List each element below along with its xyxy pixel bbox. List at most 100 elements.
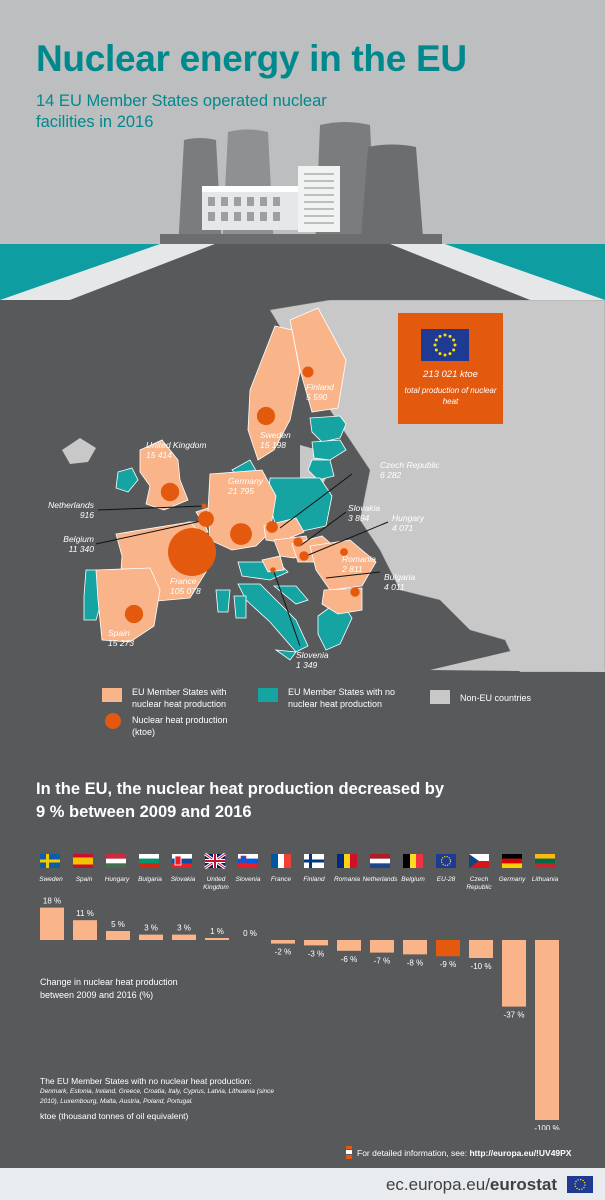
eu-star [448, 352, 452, 356]
data-label: 3 % [177, 924, 191, 933]
data-label: -7 % [374, 957, 390, 966]
info-text: For detailed information, see: http://eu… [357, 1148, 571, 1158]
production-circle-romania [340, 548, 348, 556]
flag-germany-icon [502, 854, 522, 868]
eu-star [453, 343, 457, 347]
country-flags [40, 852, 555, 870]
category-label: Bulgaria [138, 876, 162, 883]
data-label: -8 % [407, 958, 423, 967]
production-circle-france [168, 528, 216, 576]
flag-slovenia-icon [238, 854, 258, 868]
flag-sweden-icon [40, 854, 60, 868]
eu-total-description: total production of nuclear heat [404, 386, 497, 406]
eu-star [452, 348, 456, 352]
eu-total-value: 213 021 ktoe [423, 369, 478, 380]
category-label: Czech Republic [466, 876, 492, 891]
bar-chart: 18 % 11 % 5 % 3 % 3 % 1 % 0 % -2 % -3 % -6 % -7 % -… [40, 897, 560, 1130]
category-label: Spain [75, 876, 93, 883]
eu-star [443, 333, 447, 337]
category-label: EU-28 [436, 876, 456, 883]
category-label: United Kingdom [203, 876, 229, 891]
label-netherlands: Netherlands 916 [48, 500, 94, 520]
label-slovakia: Slovakia 3 894 [348, 503, 381, 523]
unit-note: ktoe (thousand tonnes of oil equivalent) [40, 1111, 189, 1121]
eu-star [452, 338, 456, 342]
footer-brand: eurostat [489, 1175, 557, 1194]
flag-hungary-icon [106, 854, 126, 868]
flag-lithuania-icon [535, 854, 555, 868]
category-label: Belgium [401, 876, 425, 883]
data-label: -2 % [275, 948, 291, 957]
section-title: In the EU, the nuclear heat production d… [36, 780, 445, 821]
info-icon [346, 1146, 352, 1159]
label-finland: Finland 5 590 [306, 382, 334, 402]
data-label: -100 % [534, 1124, 559, 1130]
production-circle-spain [124, 604, 144, 624]
flag-eu-28-icon [436, 854, 456, 868]
no-production-list: Denmark, Estonia, Ireland, Greece, Croat… [40, 1088, 274, 1105]
footer-domain: ec.europa.eu/ [385, 1175, 490, 1194]
footer: ec.europa.eu/eurostat [0, 1168, 605, 1200]
category-label: France [270, 876, 292, 883]
production-circle-slovenia [270, 567, 276, 573]
flag-netherlands-icon [370, 854, 390, 868]
category-label: Germany [498, 876, 526, 883]
info-prefix: For detailed information, see: [357, 1148, 468, 1158]
bar-spain [73, 920, 97, 940]
footer-brand-text: ec.europa.eu/eurostat [386, 1175, 557, 1195]
legend-circle: Nuclear heat production (ktoe) [132, 715, 228, 737]
eu-star [443, 353, 447, 357]
flag-czech-republic-icon [469, 854, 489, 868]
bar-bulgaria [139, 934, 163, 940]
label-slovenia: Slovenia 1 349 [296, 650, 329, 670]
data-label: -10 % [471, 962, 492, 971]
bar-czech-republic [469, 940, 493, 958]
info-link[interactable]: http://europa.eu/!UV49PX [469, 1148, 572, 1158]
category-label: Slovenia [235, 876, 261, 883]
production-circle-czech-republic [266, 521, 278, 533]
label-france: France 105 078 [170, 576, 201, 596]
bar-slovakia [172, 934, 196, 940]
eu-star [438, 352, 442, 356]
category-label: Lithuania [531, 876, 559, 883]
production-circle-bulgaria [350, 587, 360, 597]
map-section: Finland 5 590 Sweden 15 198 United Kingdom… [0, 300, 605, 672]
bar-lithuania [535, 940, 559, 1120]
data-label: -3 % [308, 949, 324, 958]
production-circle-slovakia [293, 537, 303, 547]
eu-total-box: 213 021 ktoe total production of nuclear… [398, 313, 503, 424]
bar-finland [304, 940, 328, 946]
page-title: Nuclear energy in the EU [36, 38, 467, 79]
bar-sweden [40, 907, 64, 940]
bar-belgium [403, 940, 427, 955]
flag-bulgaria-icon [139, 854, 159, 868]
header-banner: Nuclear energy in the EU 14 EU Member St… [0, 0, 605, 250]
chart-axis-label: Change in nuclear heat production betwee… [40, 977, 178, 1000]
data-label: 5 % [111, 920, 125, 929]
data-label: -6 % [341, 955, 357, 964]
data-label: -9 % [440, 960, 456, 969]
flag-belgium-icon [403, 854, 423, 868]
category-label: Netherlands [362, 876, 398, 883]
page-subtitle: 14 EU Member States operated nuclear fac… [36, 92, 327, 131]
europe-map [62, 300, 605, 672]
label-hungary: Hungary 4 071 [392, 513, 425, 533]
no-production-title: The EU Member States with no nuclear hea… [40, 1076, 252, 1086]
eu-star [433, 343, 437, 347]
data-label: 11 % [76, 909, 94, 918]
legend-non-eu: Non-EU countries [460, 693, 532, 703]
label-sweden: Sweden 15 198 [260, 430, 291, 450]
eu-star [434, 338, 438, 342]
power-plant-illustration [160, 122, 442, 250]
production-circles [124, 366, 360, 624]
category-label: Romania [333, 876, 360, 883]
legend-circle-icon [105, 713, 121, 729]
production-circle-netherlands [201, 503, 207, 509]
production-circle-belgium [198, 511, 214, 527]
flag-slovakia-icon [172, 854, 192, 868]
flag-romania-icon [337, 854, 357, 868]
bar-germany [502, 940, 526, 1007]
bar-romania [337, 940, 361, 951]
production-circle-germany [230, 523, 252, 545]
data-label: 0 % [243, 929, 257, 938]
